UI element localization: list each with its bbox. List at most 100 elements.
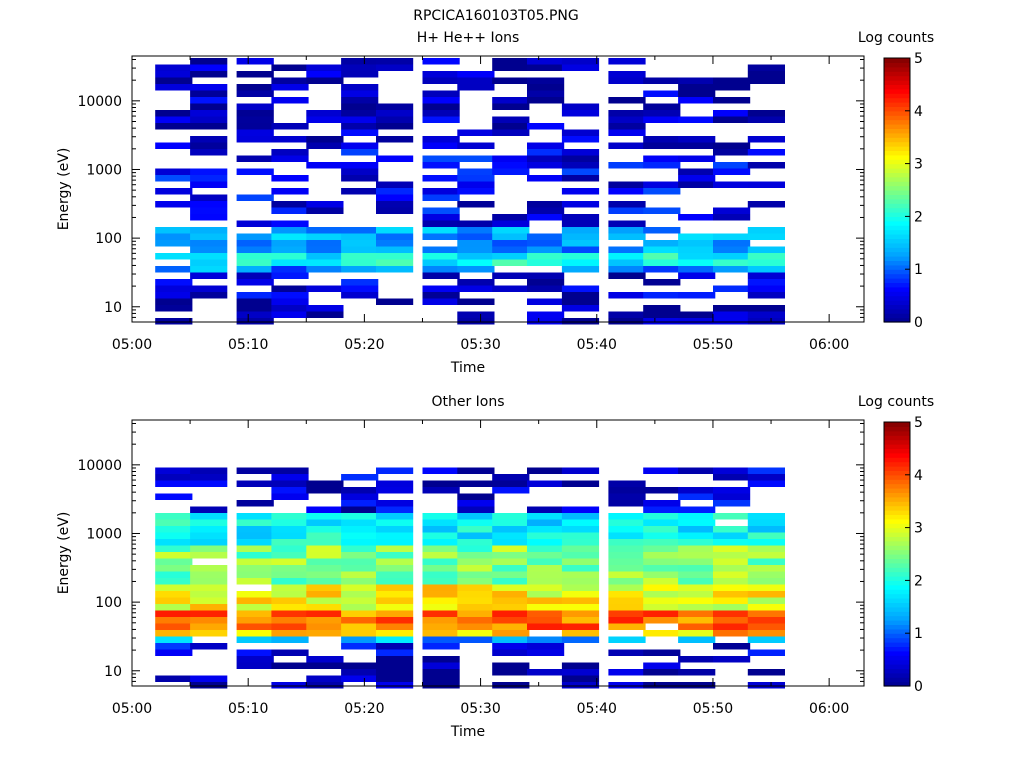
heatmap-cell bbox=[422, 285, 460, 292]
colorbar-tick-label: 4 bbox=[914, 104, 923, 120]
heatmap-cell bbox=[747, 272, 785, 279]
heatmap-cell bbox=[376, 136, 414, 143]
heatmap-cell bbox=[457, 188, 495, 195]
heatmap-cell bbox=[561, 630, 600, 637]
colorbar-segment bbox=[884, 545, 910, 551]
heatmap-cell bbox=[341, 571, 379, 578]
heatmap-cell bbox=[341, 129, 379, 136]
heatmap-cell bbox=[341, 669, 379, 676]
heatmap-cell bbox=[492, 643, 530, 650]
heatmap-cell bbox=[190, 259, 228, 266]
heatmap-cell bbox=[747, 610, 785, 617]
heatmap-cell bbox=[376, 617, 414, 624]
heatmap-cell bbox=[376, 539, 414, 546]
heatmap-cell bbox=[561, 539, 600, 546]
heatmap-cell bbox=[190, 168, 228, 175]
colorbar-segment bbox=[884, 580, 910, 586]
heatmap-cell bbox=[527, 142, 565, 149]
colorbar-segment bbox=[884, 672, 910, 678]
heatmap-cell bbox=[643, 617, 681, 624]
heatmap-cell bbox=[155, 227, 193, 234]
heatmap-cell bbox=[643, 487, 681, 494]
heatmap-cell bbox=[271, 552, 309, 559]
heatmap-cell bbox=[457, 623, 495, 630]
heatmap-cell bbox=[306, 591, 344, 598]
heatmap-cell bbox=[422, 253, 460, 260]
heatmap-cell bbox=[678, 253, 716, 260]
x-tick-label: 06:00 bbox=[809, 701, 849, 717]
heatmap-cell bbox=[190, 571, 228, 578]
heatmap-cell bbox=[271, 571, 309, 578]
colorbar-segment bbox=[884, 198, 910, 204]
heatmap-cell bbox=[643, 116, 681, 123]
colorbar-segment bbox=[884, 80, 910, 85]
colorbar-segment bbox=[884, 642, 910, 647]
heatmap-cell bbox=[155, 175, 193, 182]
heatmap-cell bbox=[376, 545, 414, 552]
heatmap-cell bbox=[376, 233, 414, 240]
heatmap-cell bbox=[678, 513, 716, 520]
heatmap-cell bbox=[190, 532, 228, 539]
colorbar-segment bbox=[884, 75, 910, 81]
heatmap-cell bbox=[376, 194, 414, 201]
colorbar-segment bbox=[884, 229, 910, 235]
heatmap-cell bbox=[608, 77, 646, 84]
heatmap-cell bbox=[747, 311, 785, 318]
heatmap-cell bbox=[608, 116, 646, 123]
heatmap-cell bbox=[713, 305, 751, 312]
heatmap-cell bbox=[492, 168, 530, 175]
heatmap-cell bbox=[422, 246, 460, 253]
colorbar-segment bbox=[884, 286, 910, 292]
heatmap-cell bbox=[376, 123, 414, 130]
heatmap-cell bbox=[492, 584, 530, 591]
heatmap-cell bbox=[341, 500, 379, 507]
heatmap-cell bbox=[422, 298, 460, 305]
heatmap-cell bbox=[271, 474, 309, 481]
heatmap-cell bbox=[492, 162, 530, 169]
colorbar-segment bbox=[884, 93, 910, 99]
colorbar-segment bbox=[884, 102, 910, 107]
colorbar-segment bbox=[884, 269, 910, 275]
heatmap-cell bbox=[561, 545, 600, 552]
heatmap-cell bbox=[376, 552, 414, 559]
heatmap-cell bbox=[527, 591, 565, 598]
heatmap-cell bbox=[306, 285, 344, 292]
heatmap-cell bbox=[190, 123, 228, 130]
heatmap-cell bbox=[271, 246, 309, 253]
heatmap-cell bbox=[376, 103, 414, 110]
heatmap-cell bbox=[713, 168, 751, 175]
heatmap-cell bbox=[422, 227, 460, 234]
heatmap-cell bbox=[492, 64, 530, 71]
heatmap-cell bbox=[713, 311, 751, 318]
x-tick-label: 05:40 bbox=[577, 337, 617, 353]
heatmap-cell bbox=[236, 565, 274, 572]
heatmap-cell bbox=[527, 201, 565, 208]
colorbar-segment bbox=[884, 300, 910, 305]
heatmap-cell bbox=[678, 246, 716, 253]
heatmap-cell bbox=[492, 636, 530, 643]
heatmap-cell bbox=[422, 480, 460, 487]
heatmap-cell bbox=[457, 175, 495, 182]
heatmap-cell bbox=[608, 227, 646, 234]
colorbar-segment bbox=[884, 540, 910, 546]
heatmap-cell bbox=[190, 675, 228, 682]
heatmap-cell bbox=[678, 292, 716, 299]
heatmap-cell bbox=[492, 558, 530, 565]
heatmap-cell bbox=[608, 311, 646, 318]
heatmap-cell bbox=[271, 467, 309, 474]
heatmap-cell bbox=[527, 539, 565, 546]
heatmap-cell bbox=[422, 259, 460, 266]
heatmap-cell bbox=[306, 110, 344, 117]
heatmap-cell bbox=[457, 279, 495, 286]
heatmap-cell bbox=[457, 318, 495, 325]
heatmap-cell bbox=[561, 201, 600, 208]
heatmap-cell bbox=[190, 201, 228, 208]
heatmap-cell bbox=[271, 682, 309, 689]
colorbar-segment bbox=[884, 461, 910, 467]
heatmap-cell bbox=[341, 90, 379, 97]
heatmap-cell bbox=[422, 272, 460, 279]
colorbar-segment bbox=[884, 238, 910, 244]
heatmap-cell bbox=[376, 110, 414, 117]
heatmap-cell bbox=[306, 77, 344, 84]
heatmap-cell bbox=[608, 162, 646, 169]
